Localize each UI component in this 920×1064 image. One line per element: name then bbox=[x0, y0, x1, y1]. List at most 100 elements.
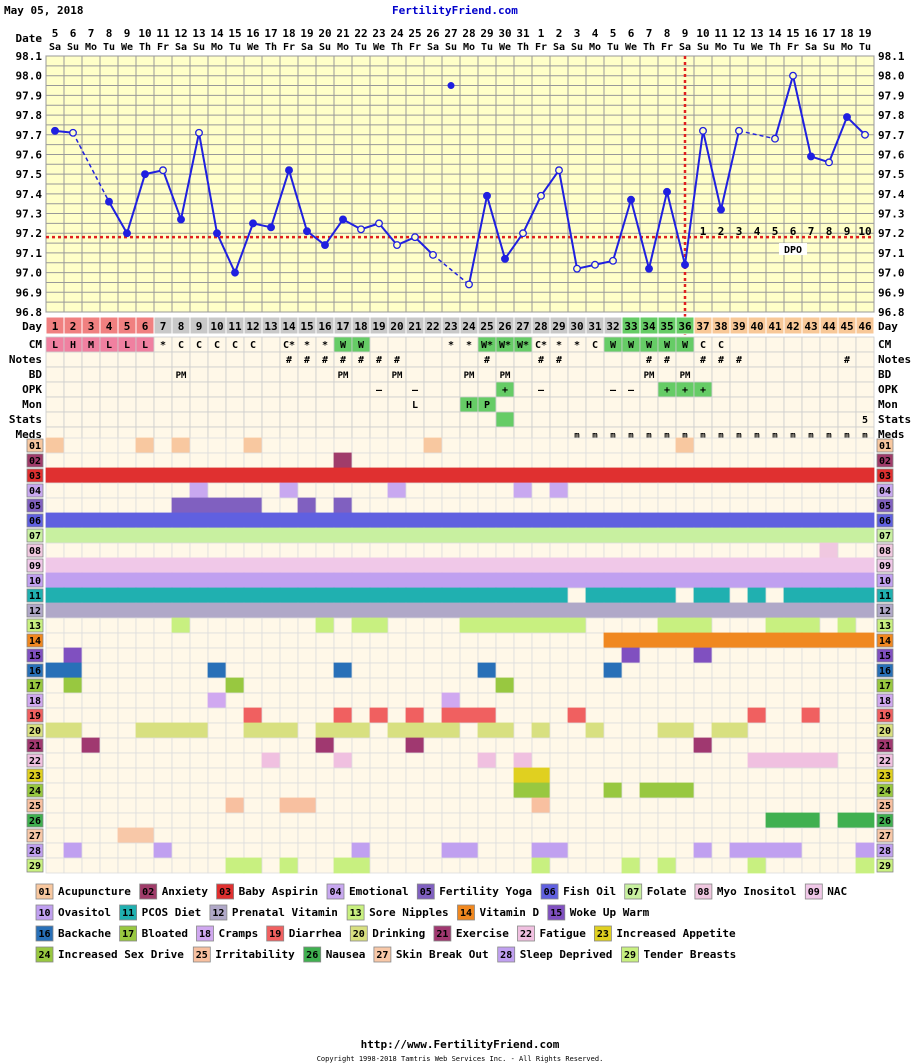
condition-cell-04 bbox=[207, 482, 227, 499]
temp-point bbox=[537, 191, 545, 200]
condition-cell-17 bbox=[117, 677, 137, 694]
condition-cell-22 bbox=[369, 752, 389, 769]
condition-cell-03 bbox=[423, 467, 443, 484]
condition-cell-16 bbox=[801, 662, 821, 679]
condition-cell-17 bbox=[603, 677, 623, 694]
row-label-left-cm: CM bbox=[29, 338, 43, 351]
date-label: 5 bbox=[52, 27, 59, 40]
condition-cell-14 bbox=[837, 632, 857, 649]
condition-cell-21 bbox=[711, 737, 731, 754]
header-site-link[interactable]: FertilityFriend.com bbox=[392, 4, 518, 17]
date-label: 27 bbox=[444, 27, 457, 40]
condition-cell-23 bbox=[63, 767, 83, 784]
condition-cell-15 bbox=[459, 647, 479, 664]
temp-point bbox=[807, 152, 815, 161]
legend-number: 14 bbox=[460, 908, 472, 919]
obs-cell-stats bbox=[243, 411, 263, 428]
condition-cell-27 bbox=[45, 827, 65, 844]
condition-cell-09 bbox=[369, 557, 389, 574]
condition-cell-02 bbox=[153, 452, 173, 469]
obs-cell-stats bbox=[585, 411, 605, 428]
temp-point bbox=[357, 225, 365, 234]
condition-cell-15 bbox=[711, 647, 731, 664]
condition-cell-29 bbox=[441, 857, 461, 874]
date-label: 23 bbox=[372, 27, 385, 40]
weekday-label: Su bbox=[571, 42, 583, 53]
condition-number-left: 13 bbox=[29, 621, 41, 632]
condition-cell-26 bbox=[315, 812, 335, 829]
legend-number: 20 bbox=[353, 929, 365, 940]
condition-cell-10 bbox=[63, 572, 83, 589]
condition-cell-12 bbox=[261, 602, 281, 619]
condition-cell-15 bbox=[567, 647, 587, 664]
condition-cell-11 bbox=[837, 587, 857, 604]
condition-cell-05 bbox=[189, 497, 209, 514]
condition-number-right: 12 bbox=[879, 606, 891, 617]
condition-badge-left-17 bbox=[26, 678, 44, 693]
condition-cell-22 bbox=[387, 752, 407, 769]
condition-cell-14 bbox=[495, 632, 515, 649]
legend-number: 08 bbox=[697, 887, 709, 898]
footer-url[interactable]: http://www.FertilityFriend.com bbox=[360, 1038, 560, 1051]
condition-cell-19 bbox=[243, 707, 263, 724]
condition-cell-16 bbox=[585, 662, 605, 679]
condition-cell-08 bbox=[135, 542, 155, 559]
condition-cell-03 bbox=[783, 467, 803, 484]
condition-cell-07 bbox=[477, 527, 497, 544]
condition-cell-10 bbox=[459, 572, 479, 589]
obs-cell-mon bbox=[261, 396, 281, 413]
obs-value-opk: + bbox=[502, 385, 508, 396]
condition-cell-02 bbox=[369, 452, 389, 469]
condition-cell-20 bbox=[747, 722, 767, 739]
condition-badge-left-09 bbox=[26, 558, 44, 573]
y-tick-label-left: 96.8 bbox=[16, 306, 43, 319]
condition-cell-04 bbox=[657, 482, 677, 499]
condition-cell-21 bbox=[81, 737, 101, 754]
condition-cell-24 bbox=[297, 782, 317, 799]
condition-cell-28 bbox=[171, 842, 191, 859]
condition-cell-05 bbox=[207, 497, 227, 514]
row-label-right-bd: BD bbox=[878, 368, 892, 381]
condition-cell-04 bbox=[423, 482, 443, 499]
date-label: 12 bbox=[174, 27, 187, 40]
condition-badge-left-14 bbox=[26, 633, 44, 648]
condition-cell-02 bbox=[531, 452, 551, 469]
condition-cell-17 bbox=[189, 677, 209, 694]
condition-cell-15 bbox=[189, 647, 209, 664]
condition-cell-23 bbox=[495, 767, 515, 784]
condition-cell-27 bbox=[153, 827, 173, 844]
legend-label: Baby Aspirin bbox=[239, 885, 318, 898]
condition-cell-14 bbox=[567, 632, 587, 649]
temp-line-segment bbox=[792, 75, 812, 157]
condition-cell-28 bbox=[549, 842, 569, 859]
condition-cell-18 bbox=[585, 692, 605, 709]
condition-cell-26 bbox=[513, 812, 533, 829]
condition-cell-08 bbox=[459, 542, 479, 559]
condition-cell-01 bbox=[693, 437, 713, 454]
condition-cell-26 bbox=[333, 812, 353, 829]
condition-cell-26 bbox=[639, 812, 659, 829]
condition-cell-27 bbox=[81, 827, 101, 844]
condition-cell-04 bbox=[585, 482, 605, 499]
condition-cell-23 bbox=[243, 767, 263, 784]
obs-cell-bd bbox=[261, 366, 281, 383]
obs-cell-mon bbox=[99, 396, 119, 413]
condition-number-left: 18 bbox=[29, 696, 41, 707]
condition-cell-17 bbox=[567, 677, 587, 694]
obs-cell-mon bbox=[315, 396, 335, 413]
obs-cell-mon bbox=[567, 396, 587, 413]
obs-value-opk: – bbox=[376, 385, 383, 396]
condition-cell-12 bbox=[855, 602, 875, 619]
condition-cell-27 bbox=[135, 827, 155, 844]
cycle-day-number: 43 bbox=[804, 320, 817, 333]
condition-cell-29 bbox=[747, 857, 767, 874]
cycle-day-number: 4 bbox=[106, 320, 113, 333]
obs-cell-bd bbox=[207, 366, 227, 383]
condition-cell-12 bbox=[99, 602, 119, 619]
obs-cell-bd bbox=[477, 366, 497, 383]
temp-point bbox=[519, 229, 527, 238]
condition-cell-01 bbox=[81, 437, 101, 454]
condition-cell-11 bbox=[819, 587, 839, 604]
condition-cell-12 bbox=[153, 602, 173, 619]
